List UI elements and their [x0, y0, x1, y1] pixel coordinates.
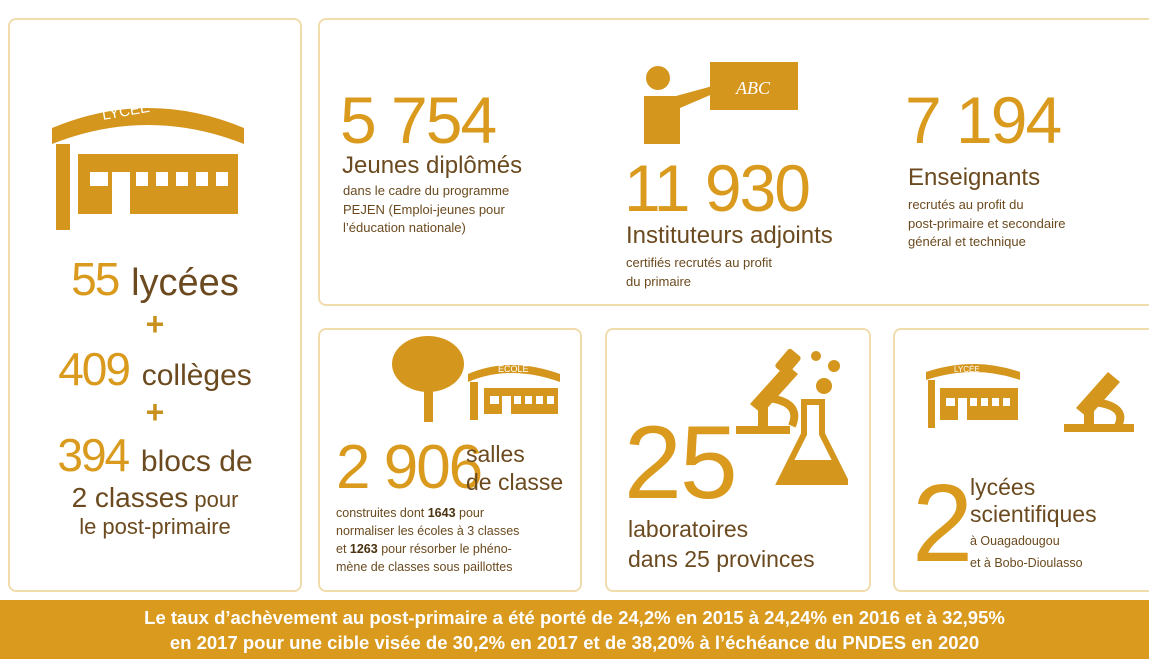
text-line: lycées	[970, 474, 1036, 500]
stat-number: 5 754	[340, 83, 497, 157]
science-panel	[893, 328, 1149, 592]
stat-number: 7 194	[905, 83, 1062, 157]
text-line: normaliser les écoles à 3 classes	[336, 522, 519, 540]
text-line: post-primaire et secondaire	[908, 215, 1066, 231]
text-line: salles	[466, 441, 525, 467]
stat-description: construites dont 1643 pour normaliser le…	[336, 504, 519, 576]
stat-description: certifiés recrutés au profit du primaire	[626, 254, 772, 291]
stat-title: laboratoires dans 25 provinces	[628, 514, 815, 574]
plus: +	[145, 394, 165, 430]
text-line: certifiés recrutés au profit	[626, 255, 772, 270]
stat-number: 55	[71, 253, 120, 305]
teacher-icon: ABC	[644, 62, 798, 144]
banner-line: en 2017 pour une cible visée de 30,2% en…	[169, 632, 980, 653]
text-line: construites dont 1643 pour	[336, 504, 519, 522]
stat-description: recrutés au profit du post-primaire et s…	[908, 196, 1066, 252]
stat: 55 lycées	[8, 252, 302, 306]
stat-number: 409	[58, 343, 131, 395]
stat-number: 2 906	[336, 433, 483, 502]
school-sign: ÉCOLE	[498, 364, 529, 374]
labs-panel	[605, 328, 871, 592]
stat-title: Jeunes diplômés	[342, 152, 523, 179]
lycee-icon: LYCÉE	[52, 99, 244, 230]
text: 1263	[349, 542, 378, 556]
stat: 394 blocs de	[8, 428, 302, 482]
text: normaliser les écoles à 3 classes	[336, 524, 520, 538]
text-line: laboratoires	[628, 516, 749, 542]
stat-tail: 2 classes pour	[8, 482, 302, 514]
stat: 409 collèges	[8, 342, 302, 396]
stat-title: salles de classe	[466, 440, 563, 496]
science-icons: LYCÉE	[926, 364, 1134, 432]
text-line: l’éducation nationale)	[343, 220, 466, 235]
tail-text: le post-primaire	[79, 514, 231, 539]
stat-number: 394	[57, 429, 130, 481]
text-line: du primaire	[626, 273, 692, 289]
text: pour	[455, 506, 485, 520]
stat-number: 25	[624, 405, 738, 521]
text: construites dont	[336, 506, 428, 520]
text-line: PEJEN (Emploi-jeunes pour	[343, 201, 505, 217]
board-text: ABC	[735, 78, 771, 98]
lycee-sign: LYCÉE	[954, 365, 980, 374]
stat-title: Instituteurs adjoints	[626, 222, 833, 249]
stat-label: collèges	[141, 359, 252, 392]
text-line: mène de classes sous paillottes	[336, 558, 519, 576]
text-line: scientifiques	[970, 501, 1097, 527]
stat-number: 2	[912, 462, 973, 585]
stat-description: dans le cadre du programme PEJEN (Emploi…	[343, 182, 509, 238]
stat-title: lycées scientifiques	[970, 474, 1097, 528]
plus: +	[145, 306, 165, 342]
text: mène de classes sous paillottes	[336, 560, 513, 574]
classrooms-panel	[318, 328, 582, 592]
tail-text: 2 classes	[71, 482, 189, 513]
stat-number: 11 930	[624, 151, 811, 225]
stat-title: Enseignants	[908, 164, 1041, 191]
banner: Le taux d’achèvement au post-primaire a …	[0, 600, 1149, 659]
stat-label: lycées	[131, 262, 239, 304]
text-line: général et technique	[908, 234, 1026, 249]
text: 1643	[427, 506, 456, 520]
text-line: de classe	[466, 469, 564, 495]
text-line: dans le cadre du programme	[343, 183, 510, 198]
text-line: et à Bobo-Dioulasso	[970, 556, 1083, 570]
text-line: à Ouagadougou	[970, 534, 1060, 548]
text: pour résorber le phéno-	[377, 542, 512, 556]
text-line: dans 25 provinces	[628, 546, 815, 572]
lycees-panel	[8, 18, 302, 592]
recruitment-panel	[318, 18, 1149, 306]
text: et	[336, 542, 350, 556]
text-line: et 1263 pour résorber le phéno-	[336, 540, 519, 558]
stat-description: à Ouagadougou et à Bobo-Dioulasso	[970, 530, 1083, 574]
text-line: recrutés au profit du	[908, 197, 1024, 212]
school-icon: ÉCOLE	[392, 336, 560, 422]
stat-label: blocs de	[140, 445, 253, 478]
lab-icon	[736, 348, 848, 485]
banner-line: Le taux d’achèvement au post-primaire a …	[144, 607, 1005, 628]
tail-text: pour	[188, 487, 239, 512]
